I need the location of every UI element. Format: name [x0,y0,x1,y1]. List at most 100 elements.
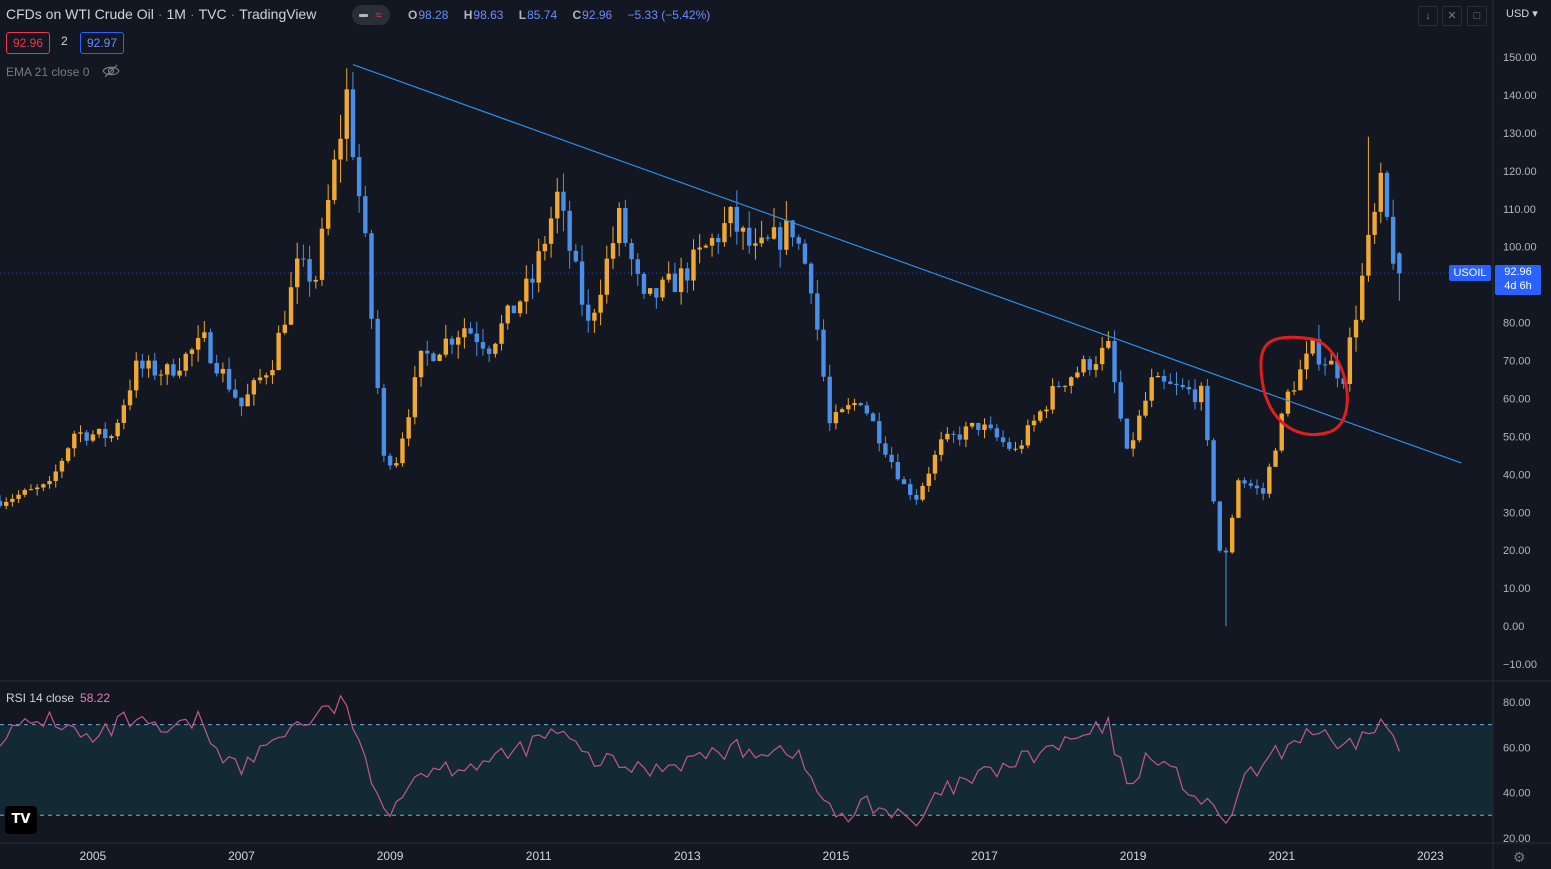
candle-body [1137,415,1142,441]
candle-body [245,394,250,407]
candle-body [728,206,733,224]
close-value: 92.96 [582,8,613,22]
sell-button[interactable]: 92.96 [6,32,51,54]
hidden-eye-icon[interactable] [102,64,120,78]
candle-body [616,208,622,244]
candle-body [920,485,925,500]
candle-body [1378,172,1383,212]
candle-body [171,364,176,376]
candle-body [734,206,740,232]
candle-body [264,375,269,378]
candle-body [796,237,801,244]
candle-body [1329,360,1334,365]
tradingview-logo[interactable]: TV [5,806,37,834]
candle-body [152,360,157,376]
candle-body [425,350,430,354]
gear-icon[interactable]: ⚙ [1513,849,1526,865]
candle-body [709,237,715,246]
price-tick-label: 60.00 [1503,393,1531,405]
time-tick-label: 2013 [674,849,701,863]
annotation-circle[interactable] [1259,335,1349,437]
candle-body [771,227,777,239]
candle-body [895,462,901,480]
candle-body [1087,359,1092,370]
candle-body [332,159,337,201]
currency-selector[interactable]: USD ▾ [1506,8,1538,20]
candle-body [499,323,504,344]
maximize-icon[interactable]: □ [1467,6,1487,26]
candle-body [1384,172,1390,217]
candle-body [1248,483,1253,486]
candle-body [833,412,839,424]
candle-body [53,471,58,481]
candle-body [1106,341,1111,348]
source-label: TradingView [239,6,317,22]
price-tick-label: 140.00 [1503,90,1537,102]
price-tick-label: 80.00 [1503,318,1531,330]
candle-body [146,360,151,369]
time-tick-label: 2005 [80,849,107,863]
time-tick-label: 2011 [526,849,552,863]
candle-body [1056,386,1062,388]
trend-line[interactable] [352,64,1462,464]
candle-body [821,329,826,377]
rsi-indicator-label[interactable]: RSI 14 close 58.22 [6,691,111,705]
candle-body [134,360,139,391]
price-tick-label: 130.00 [1503,128,1537,140]
candle-body [72,433,77,449]
time-tick-label: 2017 [971,849,998,863]
scroll-down-icon[interactable]: ↓ [1418,6,1438,26]
candle-body [1038,411,1043,421]
candle-body [1062,385,1068,387]
candle-body [1273,450,1278,467]
candle-body [685,268,690,281]
candle-body [1211,440,1216,502]
candle-body [1310,339,1315,354]
price-tick-label: 100.00 [1503,242,1537,254]
candle-body [555,191,560,219]
chart-mode-toggle[interactable]: ≈ [352,5,390,25]
candle-body [852,402,857,406]
candle-body [84,432,89,441]
candle-body [10,498,15,502]
collapse-icon[interactable]: ✕ [1442,6,1462,26]
candle-body [722,223,727,243]
candle-body [1347,337,1353,384]
candle-body [598,294,603,313]
candle-body [1069,377,1074,386]
candle-body [233,389,238,398]
candle-body [121,405,127,423]
candle-body [524,278,529,302]
candle-body [282,324,288,333]
candle-body [623,208,628,244]
candle-body [462,328,467,338]
candle-body [994,428,1000,438]
ema-indicator-label[interactable]: EMA 21 close 0 [6,65,90,79]
candle-body [716,237,721,243]
candle-body [1075,372,1080,378]
price-tick-label: 120.00 [1503,166,1537,178]
candle-body [1397,253,1402,274]
candle-body [1217,501,1222,551]
candle-body [338,138,343,160]
candle-body [926,473,931,486]
candle-body [1285,391,1291,414]
candle-body [177,370,182,376]
candle-body [579,261,585,305]
candle-body [963,426,969,440]
candle-body [1260,488,1266,494]
candle-body [356,157,362,197]
candle-body [753,243,758,246]
candle-body [90,434,96,441]
candle-body [1372,211,1377,235]
buy-button[interactable]: 92.97 [80,32,125,54]
rsi-tick-label: 20.00 [1503,833,1531,845]
symbol-title[interactable]: CFDs on WTI Crude Oil · 1M · TVC · TradingView [6,6,317,22]
bar-countdown: 4d 6h [1504,280,1532,292]
candle-body [641,273,647,294]
candle-body [573,250,579,262]
candle-body [901,479,907,485]
candle-body [969,422,975,427]
candle-body [678,268,684,293]
